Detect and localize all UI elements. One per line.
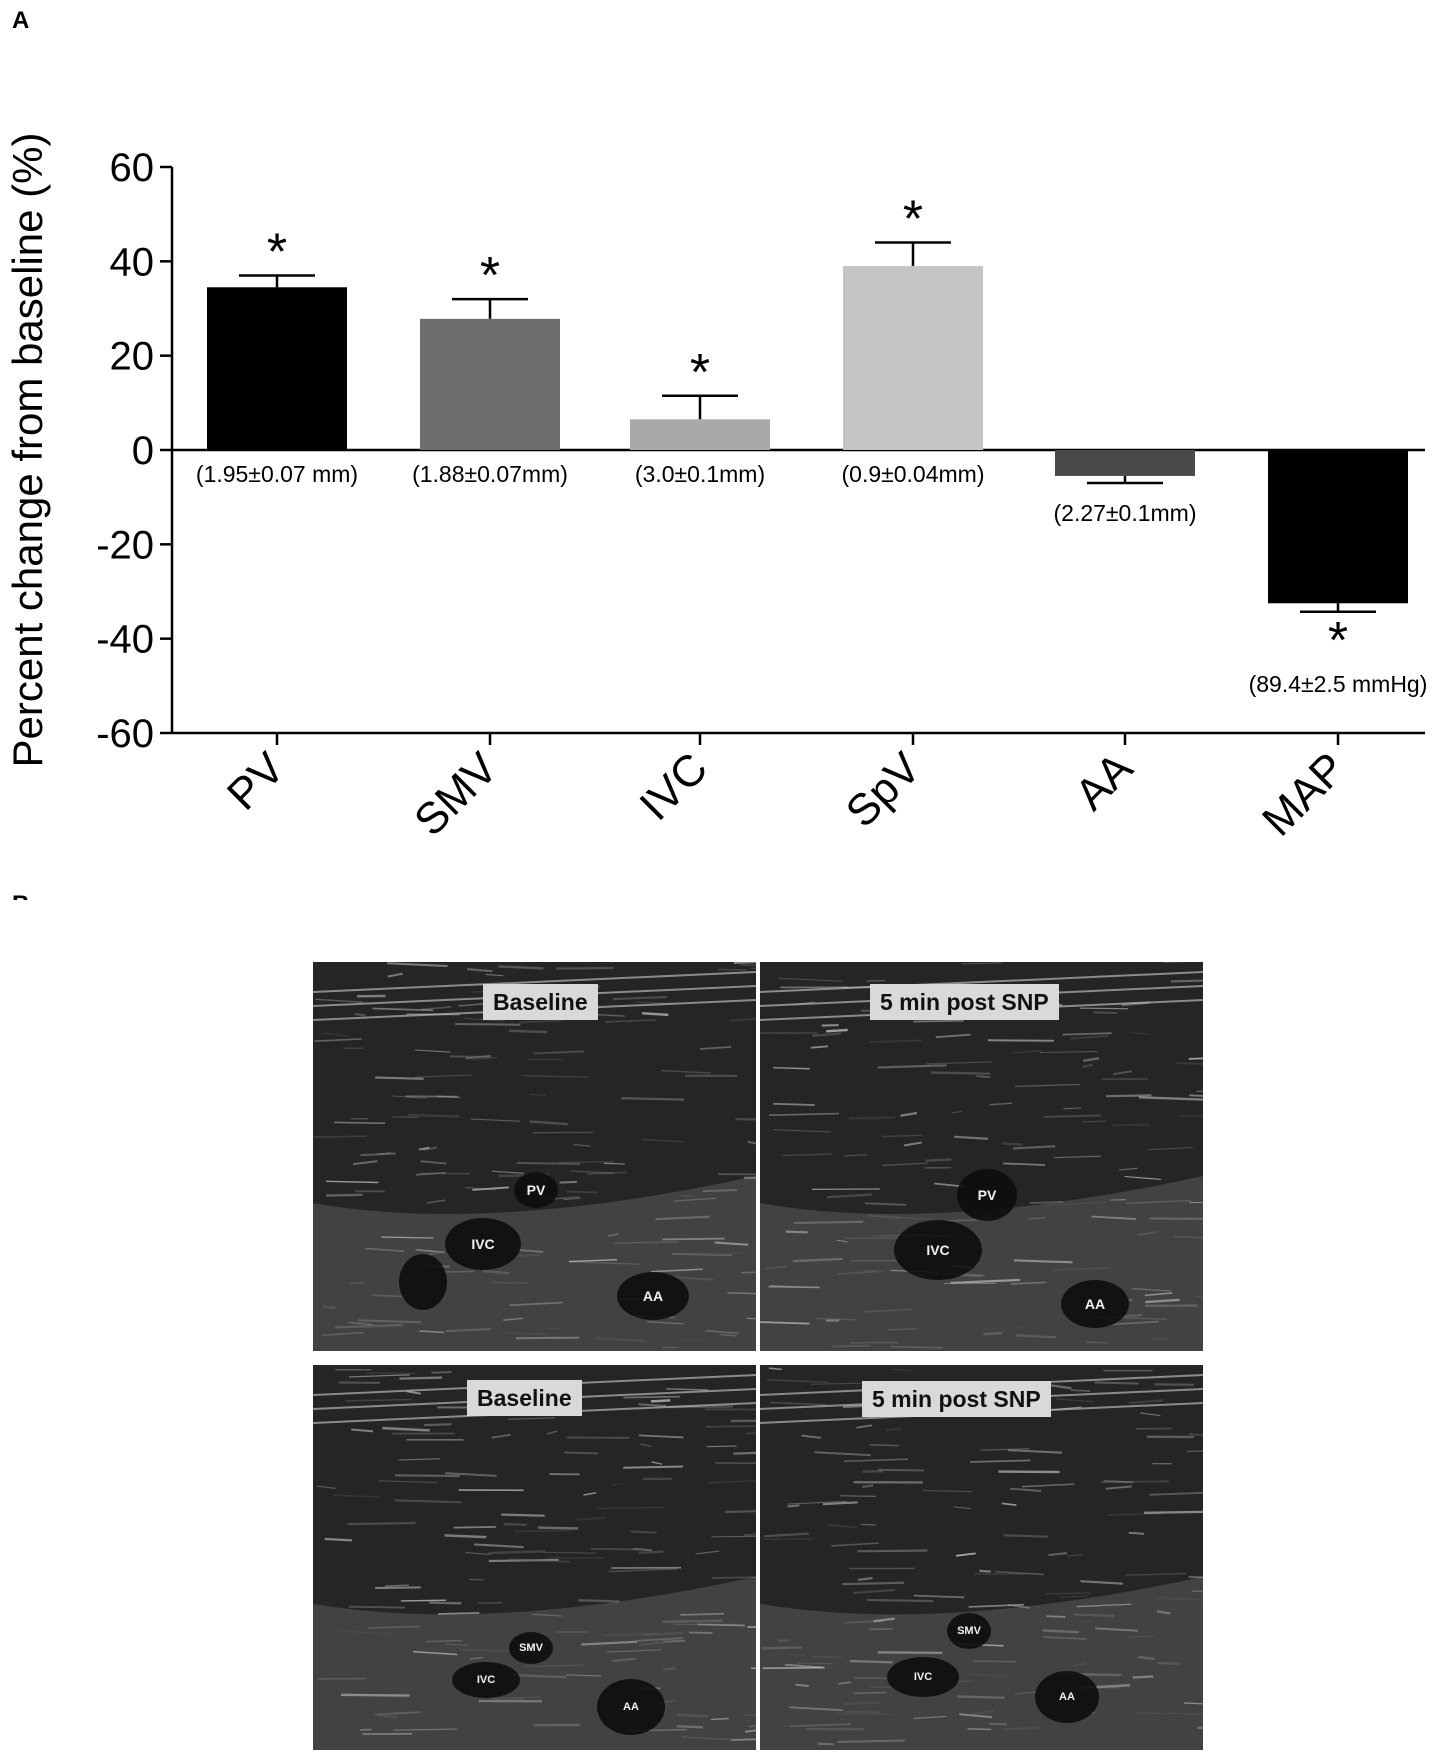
significance-star: * [267,223,287,281]
baseline-value-label: (3.0±0.1mm) [635,461,765,487]
ultrasound-image [313,962,756,1351]
baseline-value-label: (1.88±0.07mm) [412,461,568,487]
panel-a-letter: A [12,7,29,34]
y-tick-label: 60 [110,146,155,190]
y-tick-label: 0 [132,429,154,473]
significance-star: * [903,190,923,248]
y-tick-label: -60 [96,712,154,756]
bars: * (1.95±0.07 mm) * (1.88±0.07mm) * (3.0±0.1mm… [196,190,1427,696]
baseline-value-label: (89.4±2.5 mmHg) [1249,671,1428,697]
baseline-value-label: (2.27±0.1mm) [1054,500,1197,526]
ultrasound-bottom-right: 5 min post SNP SMV IVC AA [760,1365,1203,1750]
x-tick-label: AA [1066,743,1143,820]
vessel-ivc: IVC [926,1242,950,1258]
x-tick-label: SMV [405,743,508,846]
vessel-aa: AA [623,1701,639,1713]
vessel-ivc: IVC [471,1236,495,1252]
x-tick-label: SpV [837,743,931,837]
ultrasound-top-right: 5 min post SNP PV IVC AA [760,962,1203,1351]
ultrasound-bottom-left: Baseline SMV IVC AA [313,1365,756,1750]
label-post-snp-bottom: 5 min post SNP [862,1381,1051,1417]
vessel-aa: AA [1059,1691,1075,1703]
significance-star: * [690,344,710,402]
x-tick-label: PV [218,743,295,820]
axes: 60 40 20 0 -20 -40 -60 PV SMV IVC SpV AA MAP [96,146,1425,846]
significance-star: * [1328,612,1348,670]
x-tick-label: MAP [1253,743,1355,845]
bar-smv [420,318,560,450]
bar-map [1268,450,1408,604]
y-tick-label: 40 [110,240,155,284]
y-tick-label: 20 [110,335,155,379]
bar-spv [843,266,983,450]
vessel-ivc: IVC [913,1671,933,1683]
vessel-aa: AA [642,1288,664,1304]
bar-chart: A B 60 40 20 0 -20 -40 -60 PV SMV IVC SpV AA MAP * (1… [4,7,1427,900]
label-baseline-bottom: Baseline [467,1380,582,1416]
vessel-pv: PV [977,1187,997,1203]
label-post-snp-top: 5 min post SNP [870,984,1059,1020]
bar-aa [1055,450,1195,476]
ultrasound-image [760,962,1203,1351]
baseline-value-label: (0.9±0.04mm) [842,461,985,487]
bar-pv [207,287,347,450]
y-axis-label: Percent change from baseline (%) [4,133,51,768]
bar-ivc [630,419,770,450]
ultrasound-image [760,1365,1203,1750]
vessel-smv: SMV [957,1625,981,1637]
vessel-ivc: IVC [476,1674,496,1686]
label-baseline-top: Baseline [483,984,598,1020]
panel-b-letter: B [12,891,29,900]
ultrasound-image [313,1365,756,1750]
vessel-smv: SMV [519,1642,543,1654]
significance-star: * [480,247,500,305]
vessel-pv: PV [526,1182,546,1198]
vessel-aa: AA [1084,1296,1106,1312]
y-tick-label: -40 [96,618,154,662]
ultrasound-top-left: Baseline PV IVC AA [313,962,756,1351]
x-tick-label: IVC [631,743,718,830]
y-tick-label: -20 [96,523,154,567]
baseline-value-label: (1.95±0.07 mm) [196,461,358,487]
